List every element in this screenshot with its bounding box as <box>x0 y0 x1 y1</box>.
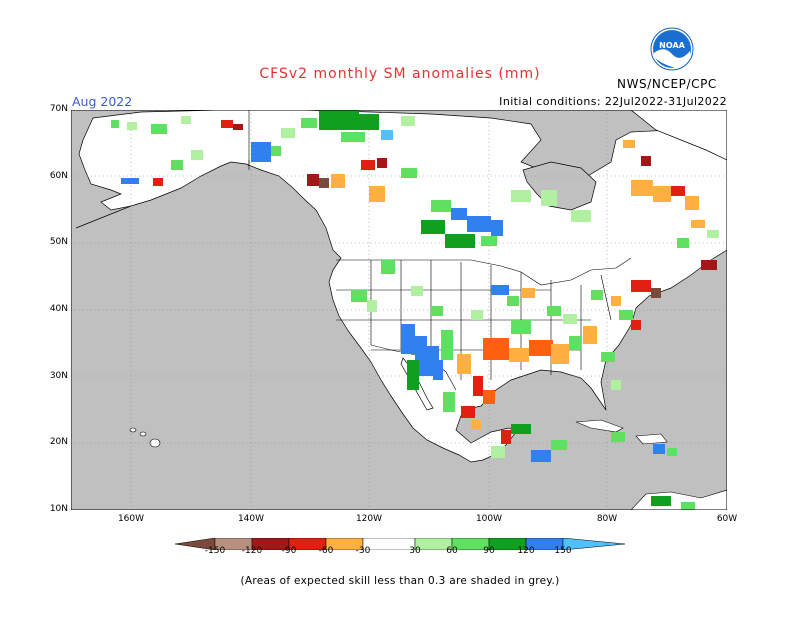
lon-label-140w: 140W <box>237 514 265 524</box>
anomaly-cells <box>111 110 719 510</box>
lon-label-60w: 60W <box>716 514 738 524</box>
lat-label-50n: 50N <box>49 237 68 247</box>
lat-label-40n: 40N <box>49 304 68 314</box>
land-hispaniola <box>635 433 668 445</box>
legend-label-60: 60 <box>446 546 458 556</box>
lat-label-30n: 30N <box>49 371 68 381</box>
agency-label: NWS/NCEP/CPC <box>617 77 717 91</box>
legend-label-neg120: -120 <box>241 546 263 556</box>
noaa-logo: NOAA <box>650 27 694 71</box>
legend-swatch-gt-150 <box>562 537 626 551</box>
legend-label-neg90: -90 <box>281 546 297 556</box>
legend-label-neg30: -30 <box>355 546 371 556</box>
lon-label-100w: 100W <box>475 514 503 524</box>
legend-label-neg60: -60 <box>318 546 334 556</box>
lat-label-20n: 20N <box>49 437 68 447</box>
lon-label-120w: 120W <box>355 514 383 524</box>
lat-label-10n: 10N <box>49 504 68 514</box>
map-title: CFSv2 monthly SM anomalies (mm) <box>259 66 541 82</box>
aleutian-islands <box>75 205 132 229</box>
legend-label-neg150: -150 <box>204 546 226 556</box>
color-legend <box>174 535 627 561</box>
lat-label-60n: 60N <box>49 171 68 181</box>
noaa-logo-text: NOAA <box>659 41 685 50</box>
lon-label-160w: 160W <box>117 514 145 524</box>
legend-label-120: 120 <box>517 546 535 556</box>
initial-conditions: Initial conditions: 22Jul2022-31Jul2022 <box>499 95 727 108</box>
legend-label-150: 150 <box>554 546 572 556</box>
anomaly-map <box>70 109 728 511</box>
forecast-month: Aug 2022 <box>72 94 133 109</box>
land-cuba <box>575 419 624 433</box>
legend-label-30: 30 <box>409 546 421 556</box>
lon-label-80w: 80W <box>596 514 618 524</box>
skill-footnote: (Areas of expected skill less than 0.3 a… <box>240 575 560 587</box>
lat-label-70n: 70N <box>49 104 68 114</box>
legend-label-90: 90 <box>483 546 495 556</box>
